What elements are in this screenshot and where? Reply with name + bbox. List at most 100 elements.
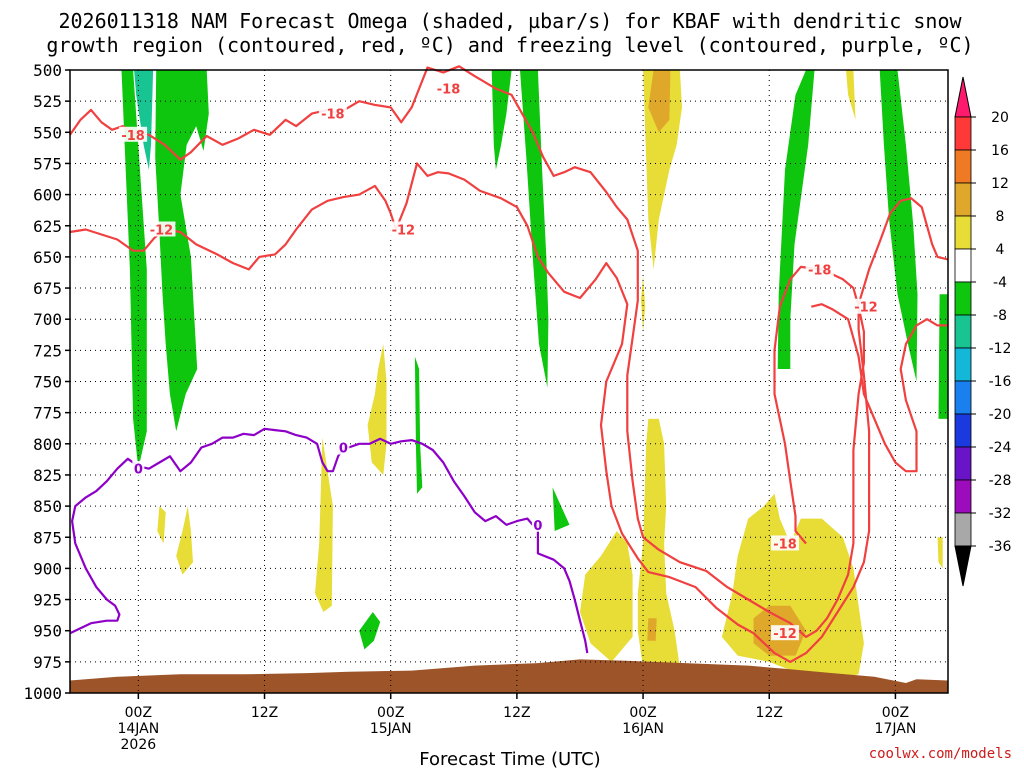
contour-label-bg bbox=[531, 516, 544, 532]
isotherm-minus12-line-east bbox=[811, 303, 948, 473]
y-tick-label: 950 bbox=[33, 622, 62, 641]
x-tick-label: 15JAN bbox=[370, 721, 412, 737]
y-tick-label: 525 bbox=[33, 92, 62, 111]
colorbar-segment bbox=[954, 149, 972, 184]
contour-label-bg bbox=[337, 439, 350, 455]
colorbar-segment bbox=[954, 215, 972, 250]
isotherm-minus12-line bbox=[69, 162, 949, 663]
omega-region bbox=[155, 70, 209, 432]
omega-region bbox=[846, 70, 856, 120]
contour-label-bg bbox=[132, 460, 145, 476]
y-tick-label: 550 bbox=[33, 123, 62, 142]
x-tick-label: 00Z bbox=[882, 705, 909, 721]
colorbar-segment bbox=[954, 512, 972, 547]
contour-label-bg bbox=[771, 535, 800, 551]
credit-text: coolwx.com/models bbox=[869, 746, 1012, 762]
omega-region bbox=[491, 70, 512, 170]
omega-region bbox=[938, 294, 948, 419]
colorbar-label: -36 bbox=[989, 539, 1012, 555]
colorbar: 20 16 12 8 4 -4 -8 -12 -16 -20 -24 -28 -32 -36 bbox=[954, 76, 1012, 587]
omega-region bbox=[359, 612, 381, 650]
contour-lines bbox=[69, 65, 949, 663]
colorbar-segment bbox=[954, 380, 972, 415]
colorbar-segment bbox=[954, 116, 972, 151]
y-tick-label: 775 bbox=[33, 404, 62, 423]
contour-labels: -18 -18 -18 -12 -12 -18 -12 -18 -12 0 0 0 bbox=[119, 80, 880, 642]
omega-region bbox=[552, 487, 570, 531]
x-tick-label: 12Z bbox=[503, 705, 530, 721]
x-tick-label: 17JAN bbox=[875, 721, 917, 737]
colorbar-label: 16 bbox=[991, 143, 1009, 159]
contour-label-bg bbox=[318, 105, 347, 121]
x-tick-label: 14JAN bbox=[117, 721, 159, 737]
x-tick-label: 16JAN bbox=[622, 721, 664, 737]
terrain-layer bbox=[70, 659, 948, 693]
contour-label: -12 bbox=[392, 223, 416, 238]
x-tick-label: 00Z bbox=[125, 705, 152, 721]
x-tick-label: 2026 bbox=[121, 737, 157, 753]
omega-region bbox=[580, 531, 633, 662]
contour-label-bg bbox=[434, 80, 463, 96]
omega-region bbox=[157, 506, 166, 544]
x-tick-label: 00Z bbox=[377, 705, 404, 721]
omega-region bbox=[937, 537, 943, 569]
contour-label: -18 bbox=[437, 83, 461, 98]
omega-shading bbox=[121, 70, 948, 681]
x-tick-label: 12Z bbox=[251, 705, 278, 721]
omega-region bbox=[641, 275, 646, 332]
x-tick-label: 00Z bbox=[629, 705, 656, 721]
contour-label-bg bbox=[851, 298, 880, 314]
contour-label: -12 bbox=[854, 301, 878, 316]
colorbar-segment bbox=[954, 281, 972, 316]
y-tick-label: 875 bbox=[33, 528, 62, 547]
y-tick-label: 575 bbox=[33, 154, 62, 173]
y-tick-label: 500 bbox=[33, 61, 62, 80]
omega-region bbox=[414, 356, 423, 494]
contour-label-bg bbox=[771, 625, 800, 641]
freezing-level-line bbox=[69, 427, 589, 654]
omega-region bbox=[121, 70, 147, 469]
colorbar-label: -28 bbox=[989, 473, 1012, 489]
omega-region bbox=[520, 70, 549, 388]
y-tick-label: 625 bbox=[33, 217, 62, 236]
y-tick-label: 975 bbox=[33, 653, 62, 672]
colorbar-segment bbox=[954, 347, 972, 382]
x-tick-label: 12Z bbox=[756, 705, 783, 721]
y-tick-label: 800 bbox=[33, 435, 62, 454]
y-axis: 500 525 550 575 600 625 650 675 700 725 750 775 800 8… bbox=[23, 61, 70, 703]
plot-area: -18 -18 -18 -12 -12 -18 -12 -18 -12 0 0 0 bbox=[69, 65, 949, 694]
colorbar-label: -24 bbox=[989, 440, 1012, 456]
isotherm-minus18-line bbox=[69, 65, 865, 638]
y-tick-label: 1000 bbox=[23, 684, 62, 703]
colorbar-segment bbox=[954, 446, 972, 481]
colorbar-label: -8 bbox=[993, 308, 1007, 324]
colorbar-label: -12 bbox=[989, 341, 1012, 357]
contour-label-bg bbox=[119, 126, 148, 142]
omega-region bbox=[315, 437, 333, 612]
contour-label: -18 bbox=[121, 129, 145, 144]
contour-label-bg bbox=[389, 221, 418, 237]
y-tick-label: 900 bbox=[33, 559, 62, 578]
contour-label: -12 bbox=[773, 627, 797, 642]
colorbar-label: 4 bbox=[996, 242, 1005, 258]
omega-region bbox=[647, 618, 657, 641]
colorbar-label: -20 bbox=[989, 407, 1012, 423]
colorbar-label: -32 bbox=[989, 506, 1012, 522]
chart-title-line2: growth region (contoured, red, ºC) and f… bbox=[46, 33, 973, 57]
omega-region bbox=[648, 70, 671, 133]
colorbar-label: -4 bbox=[993, 275, 1007, 291]
colorbar-label: -16 bbox=[989, 374, 1012, 390]
omega-region bbox=[879, 70, 918, 382]
omega-region bbox=[134, 70, 154, 170]
y-tick-label: 725 bbox=[33, 341, 62, 360]
colorbar-top-arrow bbox=[954, 76, 972, 118]
contour-label-bg bbox=[147, 221, 176, 237]
contour-label: -18 bbox=[773, 537, 797, 552]
terrain-surface bbox=[70, 659, 948, 693]
y-tick-label: 850 bbox=[33, 497, 62, 516]
x-axis-title: Forecast Time (UTC) bbox=[419, 749, 600, 768]
colorbar-segment bbox=[954, 182, 972, 217]
y-tick-label: 825 bbox=[33, 466, 62, 485]
